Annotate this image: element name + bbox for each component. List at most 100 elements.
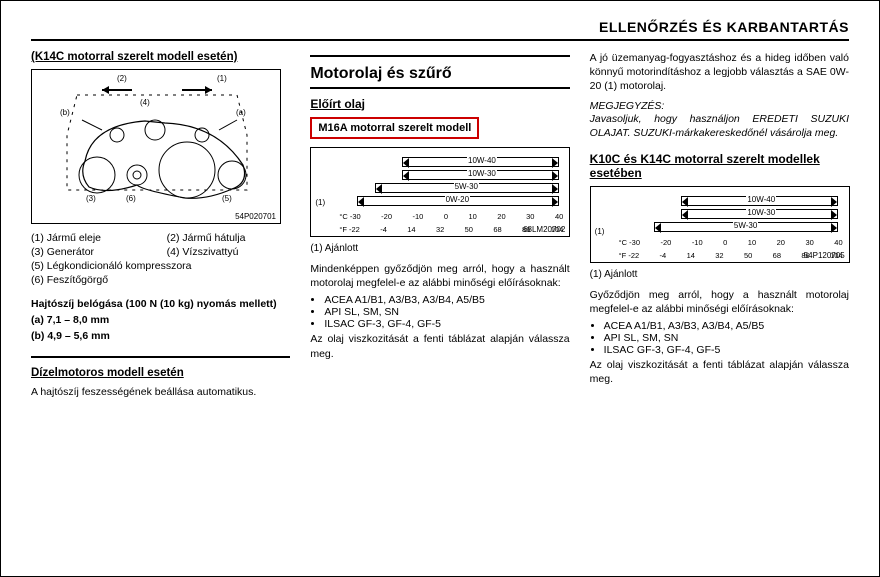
column-3: A jó üzemanyag-fogyasztáshoz és a hideg … [590, 51, 849, 399]
columns: (K14C motorral szerelt modell esetén) [31, 51, 849, 399]
axis-tick: -4 [660, 251, 667, 260]
dlabel-4: (4) [140, 98, 150, 107]
bullet-item: ACEA A1/B1, A3/B3, A3/B4, A5/B5 [324, 294, 569, 306]
dlabel-3: (3) [86, 194, 96, 203]
legend-3: (3) Generátor [31, 246, 155, 258]
body-3b: Az olaj viszkozitását a fenti táblázat a… [590, 358, 849, 386]
axis-tick: -4 [380, 225, 387, 234]
axis-tick: -20 [660, 238, 671, 247]
axis-tick: °C -30 [619, 238, 640, 247]
body-2b: Az olaj viszkozitását a fenti táblázat a… [310, 332, 569, 360]
dlabel-2: (2) [117, 74, 127, 83]
legend-4: (4) Vízszivattyú [167, 246, 291, 258]
oil-bar: 5W-30 [619, 222, 843, 234]
belt-diagram: (1) (2) (4) (a) (b) (3) (6) (5) 54P02070… [31, 69, 281, 224]
oil-bar: 10W-30 [339, 170, 563, 182]
axis-tick: 68 [773, 251, 781, 260]
oil-bar-label: 10W-30 [746, 208, 776, 217]
legend-1: (1) Jármű eleje [31, 232, 155, 244]
axis-c-3: °C -30 -20 -10 0 10 20 30 40 [597, 238, 843, 247]
bullets-3: ACEA A1/B1, A3/B3, A3/B4, A5/B5API SL, S… [590, 320, 849, 356]
oil-bar: 5W-30 [339, 183, 563, 195]
axis-tick: 32 [436, 225, 444, 234]
chart-marker: (1) [315, 198, 325, 207]
oil-bar-label: 10W-40 [467, 156, 497, 165]
oil-bar: 10W-40 [339, 157, 563, 169]
axis-tick: 50 [744, 251, 752, 260]
diesel-title: Dízelmotoros modell esetén [31, 366, 290, 379]
legend-5: (5) Légkondicionáló kompresszora [31, 260, 290, 272]
page: ELLENŐRZÉS ÉS KARBANTARTÁS (K14C motorra… [0, 0, 880, 577]
axis-tick: °F -22 [619, 251, 640, 260]
axis-tick: -20 [381, 212, 392, 221]
axis-tick: 20 [497, 212, 505, 221]
axis-tick: 40 [555, 212, 563, 221]
axis-tick: 30 [805, 238, 813, 247]
axis-tick: 14 [687, 251, 695, 260]
axis-tick: 68 [493, 225, 501, 234]
oil-bar-label: 5W-30 [454, 182, 479, 191]
oil-chart-k10c: (1) 10W-40 10W-30 5W-30 °C -30 -20 -10 0 10 20 3… [590, 186, 850, 263]
axis-tick: 30 [526, 212, 534, 221]
dlabel-a: (a) [236, 108, 246, 117]
axis-c: °C -30 -20 -10 0 10 20 30 40 [317, 212, 563, 221]
oil-bar: 10W-40 [619, 196, 843, 208]
gap-a: (a) 7,1 – 8,0 mm [31, 314, 290, 326]
oil-bar: 0W-20 [339, 196, 563, 208]
m16a-redbox: M16A motorral szerelt modell [310, 117, 479, 139]
bullets-2: ACEA A1/B1, A3/B3, A3/B4, A5/B5API SL, S… [310, 294, 569, 330]
oil-h3: Előírt olaj [310, 97, 569, 111]
axis-tick: 14 [407, 225, 415, 234]
axis-tick: 0 [444, 212, 448, 221]
axis-tick: 50 [465, 225, 473, 234]
axis-tick: 10 [468, 212, 476, 221]
column-1: (K14C motorral szerelt modell esetén) [31, 51, 290, 399]
body-3a: Győződjön meg arról, hogy a használt mot… [590, 288, 849, 316]
bullet-item: API SL, SM, SN [604, 332, 849, 344]
oil-chart-m16a: (1) 10W-40 10W-30 5W-30 0W-20 °C -30 -20 -10 0… [310, 147, 570, 237]
fig-num-1: 54P020701 [235, 212, 276, 221]
diesel-text: A hajtószíj feszességének beállása autom… [31, 385, 290, 399]
dlabel-b: (b) [60, 108, 70, 117]
oil-h2: Motorolaj és szűrő [310, 65, 569, 83]
fig-num-2: 68LM20702 [523, 225, 565, 234]
legend-2: (2) Jármű hátulja [167, 232, 291, 244]
axis-tick: 20 [777, 238, 785, 247]
oil-bar-label: 5W-30 [733, 221, 758, 230]
note-3: (1) Ajánlott [590, 269, 849, 280]
axis-tick: -10 [412, 212, 423, 221]
oil-bar-label: 10W-40 [746, 195, 776, 204]
oil-bar: 10W-30 [619, 209, 843, 221]
bullet-item: ACEA A1/B1, A3/B3, A3/B4, A5/B5 [604, 320, 849, 332]
h3b: K10C és K14C motorral szerelt modellek e… [590, 152, 849, 180]
gap-b: (b) 4,9 – 5,6 mm [31, 330, 290, 342]
note-body-3: Javasoljuk, hogy használjon EREDETI SUZU… [590, 112, 849, 140]
page-header: ELLENŐRZÉS ÉS KARBANTARTÁS [31, 19, 849, 41]
dlabel-5: (5) [222, 194, 232, 203]
axis-tick: °C -30 [339, 212, 360, 221]
bullet-item: ILSAC GF-3, GF-4, GF-5 [324, 318, 569, 330]
chart-marker-3: (1) [595, 227, 605, 236]
column-2: Motorolaj és szűrő Előírt olaj M16A moto… [310, 51, 569, 399]
fig-num-3: 54P120705 [804, 251, 845, 260]
dlabel-1: (1) [217, 74, 227, 83]
dlabel-6: (6) [126, 194, 136, 203]
oil-bar-label: 0W-20 [445, 195, 470, 204]
bullet-item: ILSAC GF-3, GF-4, GF-5 [604, 344, 849, 356]
oil-bar-label: 10W-30 [467, 169, 497, 178]
axis-tick: -10 [692, 238, 703, 247]
intro-3: A jó üzemanyag-fogyasztáshoz és a hideg … [590, 51, 849, 94]
bullet-item: API SL, SM, SN [324, 306, 569, 318]
axis-tick: 0 [723, 238, 727, 247]
note-2: (1) Ajánlott [310, 243, 569, 254]
legend: (1) Jármű eleje (2) Jármű hátulja (3) Ge… [31, 232, 290, 258]
axis-tick: 10 [748, 238, 756, 247]
gap-title: Hajtószíj belógása (100 N (10 kg) nyomás… [31, 298, 290, 310]
legend-6: (6) Feszítőgörgő [31, 274, 290, 286]
axis-tick: °F -22 [339, 225, 360, 234]
axis-tick: 32 [715, 251, 723, 260]
col1-title: (K14C motorral szerelt modell esetén) [31, 51, 290, 63]
body-2a: Mindenképpen győződjön meg arról, hogy a… [310, 262, 569, 290]
axis-tick: 40 [834, 238, 842, 247]
note-title-3: MEGJEGYZÉS: [590, 100, 849, 112]
